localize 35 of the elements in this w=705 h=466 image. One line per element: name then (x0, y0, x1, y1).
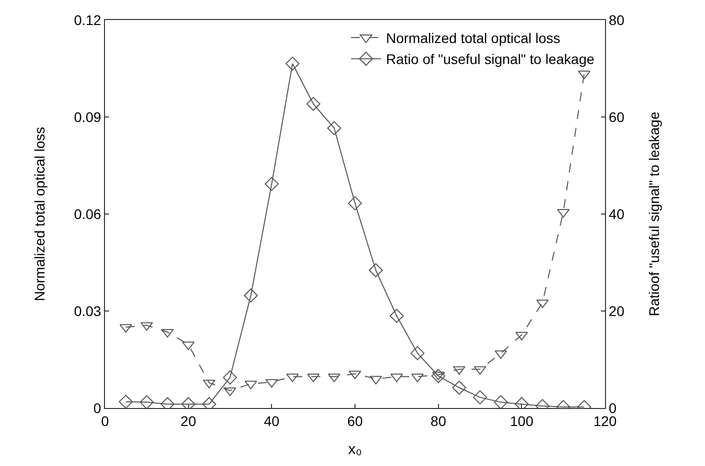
y2-tick-label: 40 (608, 206, 625, 222)
x-tick-label: 40 (264, 412, 280, 429)
point (452, 380, 466, 395)
y2-tick-label: 80 (608, 12, 625, 28)
y2-tick-label: 20 (608, 302, 625, 319)
point (390, 308, 404, 323)
point (327, 121, 342, 136)
point (223, 370, 237, 384)
point (368, 263, 383, 278)
y2-axis-title: Ratioof "useful signal" to leakage (646, 112, 662, 316)
y-tick-label: 0 (93, 400, 102, 416)
point (473, 390, 487, 404)
legend-label: Ratio of "useful signal" to leakage (386, 51, 595, 68)
y-tick-label: 0.06 (74, 206, 102, 222)
point (286, 56, 300, 71)
point (306, 96, 320, 111)
y-axis-title: Normalized total optical loss (32, 126, 48, 302)
point (264, 176, 279, 191)
x-tick-label: 80 (430, 412, 446, 429)
x-tick-label: 20 (180, 412, 196, 429)
point (118, 394, 133, 408)
y-tick-label: 0.09 (74, 108, 102, 125)
x-tick-label: 60 (347, 412, 363, 429)
point (244, 288, 258, 302)
x-axis-title: x₀ (348, 440, 362, 458)
point (494, 395, 508, 408)
y2-tick-label: 60 (608, 108, 625, 125)
point (140, 395, 154, 408)
point (410, 346, 424, 360)
point (431, 368, 446, 383)
y-tick-label: 0.03 (74, 302, 102, 319)
point (348, 196, 362, 210)
x-tick-label: 100 (510, 412, 534, 429)
y-tick-label: 0.12 (74, 12, 102, 28)
legend-label: Normalized total optical loss (386, 30, 560, 46)
